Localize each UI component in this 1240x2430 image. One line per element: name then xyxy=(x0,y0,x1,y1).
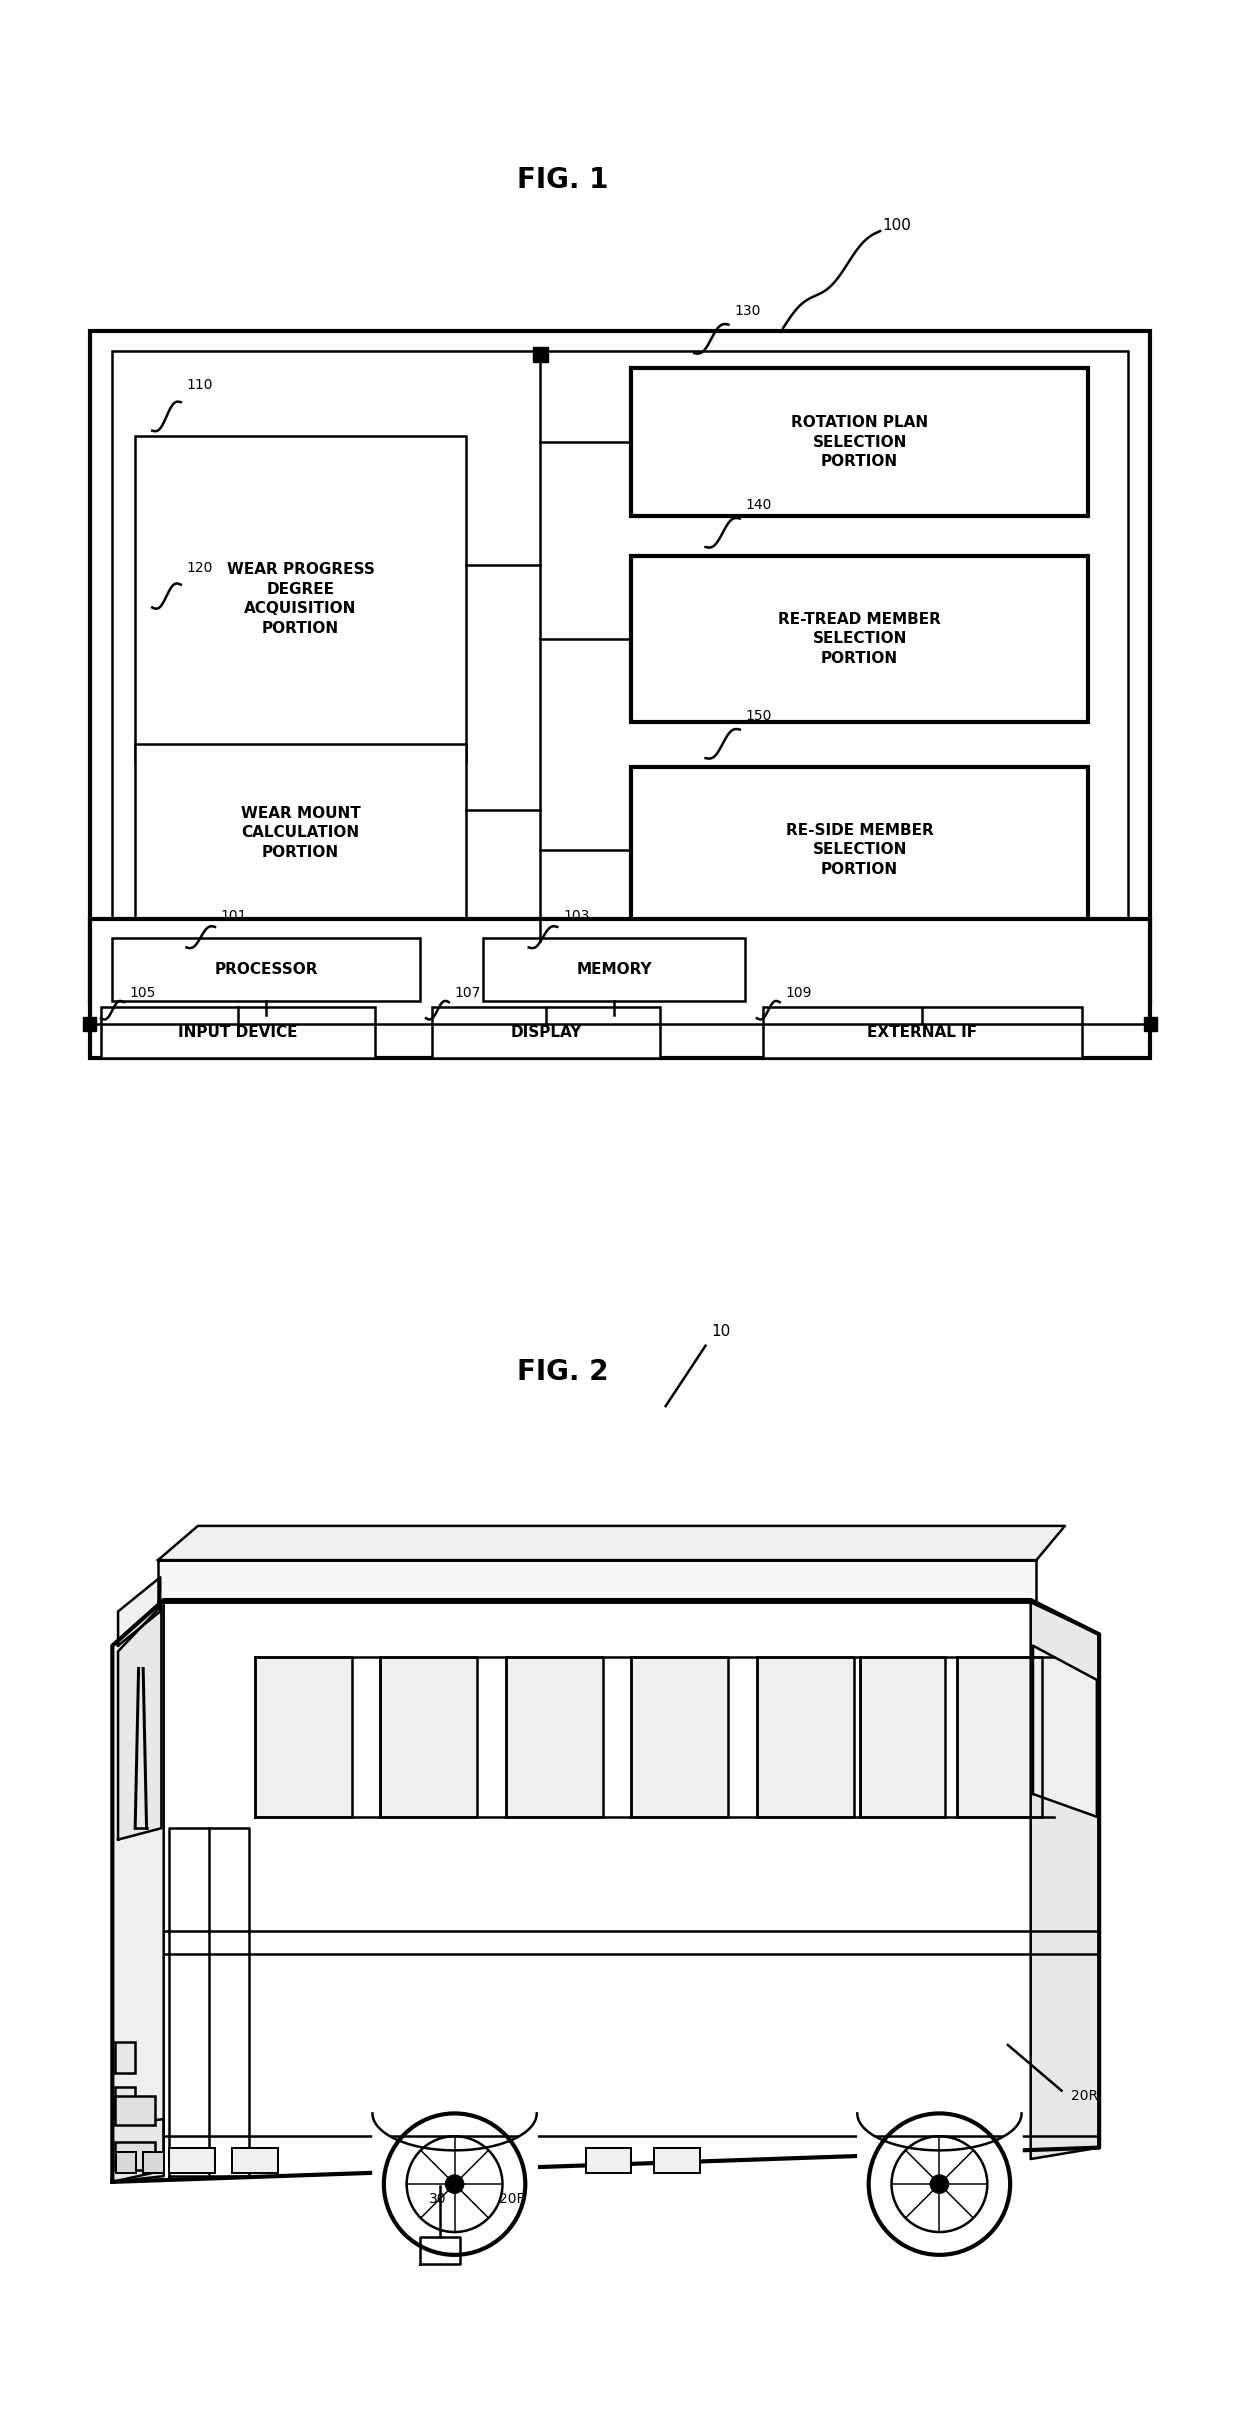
Text: 120: 120 xyxy=(186,561,213,573)
Text: DISPLAY: DISPLAY xyxy=(510,1025,582,1040)
Text: RE-SIDE MEMBER
SELECTION
PORTION: RE-SIDE MEMBER SELECTION PORTION xyxy=(786,824,934,877)
Polygon shape xyxy=(113,1599,164,2182)
Bar xyxy=(631,556,1087,722)
Text: 30: 30 xyxy=(429,2192,446,2206)
Polygon shape xyxy=(420,2236,460,2265)
Circle shape xyxy=(445,2175,464,2194)
Text: MEMORY: MEMORY xyxy=(577,962,652,977)
Text: 140: 140 xyxy=(745,498,771,513)
Polygon shape xyxy=(157,1526,1065,1560)
Bar xyxy=(114,2087,135,2119)
Polygon shape xyxy=(1030,1601,1099,2158)
Bar xyxy=(135,744,466,921)
Text: 103: 103 xyxy=(563,909,589,923)
Bar xyxy=(115,2153,136,2172)
Polygon shape xyxy=(506,1657,603,1818)
Bar xyxy=(484,938,745,1001)
Text: RE-TREAD MEMBER
SELECTION
PORTION: RE-TREAD MEMBER SELECTION PORTION xyxy=(779,612,941,666)
Bar xyxy=(533,933,548,948)
Bar xyxy=(763,1006,1083,1057)
Text: 150: 150 xyxy=(745,710,771,722)
Polygon shape xyxy=(859,1657,945,1818)
Bar xyxy=(631,768,1087,933)
Text: 107: 107 xyxy=(455,987,481,1001)
Polygon shape xyxy=(631,1657,728,1818)
Text: WEAR MOUNT
CALCULATION
PORTION: WEAR MOUNT CALCULATION PORTION xyxy=(241,804,361,860)
Bar xyxy=(170,2148,215,2172)
Bar xyxy=(113,350,1127,943)
Text: 20R: 20R xyxy=(1070,2090,1097,2104)
Circle shape xyxy=(930,2175,949,2194)
Polygon shape xyxy=(170,1827,249,2177)
Bar xyxy=(83,1018,97,1030)
Bar xyxy=(114,2041,135,2073)
Bar xyxy=(533,347,548,362)
Text: WEAR PROGRESS
DEGREE
ACQUISITION
PORTION: WEAR PROGRESS DEGREE ACQUISITION PORTION xyxy=(227,561,374,637)
Text: 109: 109 xyxy=(785,987,812,1001)
Bar xyxy=(114,2097,155,2124)
Bar xyxy=(114,2141,155,2170)
Text: 10: 10 xyxy=(712,1324,730,1339)
Text: FIG. 1: FIG. 1 xyxy=(517,165,609,194)
Bar xyxy=(1143,1018,1157,1030)
Bar xyxy=(100,1006,374,1057)
Polygon shape xyxy=(113,1599,1099,2182)
Polygon shape xyxy=(118,1606,161,1840)
Text: 100: 100 xyxy=(883,219,911,233)
Text: 130: 130 xyxy=(734,304,760,318)
Text: ROTATION PLAN
SELECTION
PORTION: ROTATION PLAN SELECTION PORTION xyxy=(791,416,928,469)
Bar xyxy=(631,367,1087,515)
Text: 110: 110 xyxy=(186,379,213,391)
Bar xyxy=(655,2148,699,2172)
Polygon shape xyxy=(157,1560,1037,1601)
Bar xyxy=(585,2148,631,2172)
Text: 105: 105 xyxy=(129,987,156,1001)
Text: PROCESSOR: PROCESSOR xyxy=(215,962,319,977)
Polygon shape xyxy=(255,1657,352,1818)
Text: FIG. 2: FIG. 2 xyxy=(517,1358,609,1385)
Text: EXTERNAL IF: EXTERNAL IF xyxy=(867,1025,977,1040)
Polygon shape xyxy=(1033,1645,1097,1818)
Bar xyxy=(89,919,1151,1057)
Polygon shape xyxy=(118,1577,160,1645)
Polygon shape xyxy=(113,2119,164,2182)
Polygon shape xyxy=(956,1657,1042,1818)
Bar xyxy=(232,2148,278,2172)
Text: 20F: 20F xyxy=(498,2192,525,2206)
Text: 101: 101 xyxy=(221,909,247,923)
Polygon shape xyxy=(756,1657,854,1818)
Bar xyxy=(143,2153,164,2172)
Polygon shape xyxy=(381,1657,477,1818)
Bar xyxy=(89,330,1151,1004)
Text: INPUT DEVICE: INPUT DEVICE xyxy=(179,1025,298,1040)
Bar xyxy=(113,938,420,1001)
Bar xyxy=(432,1006,660,1057)
Bar xyxy=(135,437,466,761)
